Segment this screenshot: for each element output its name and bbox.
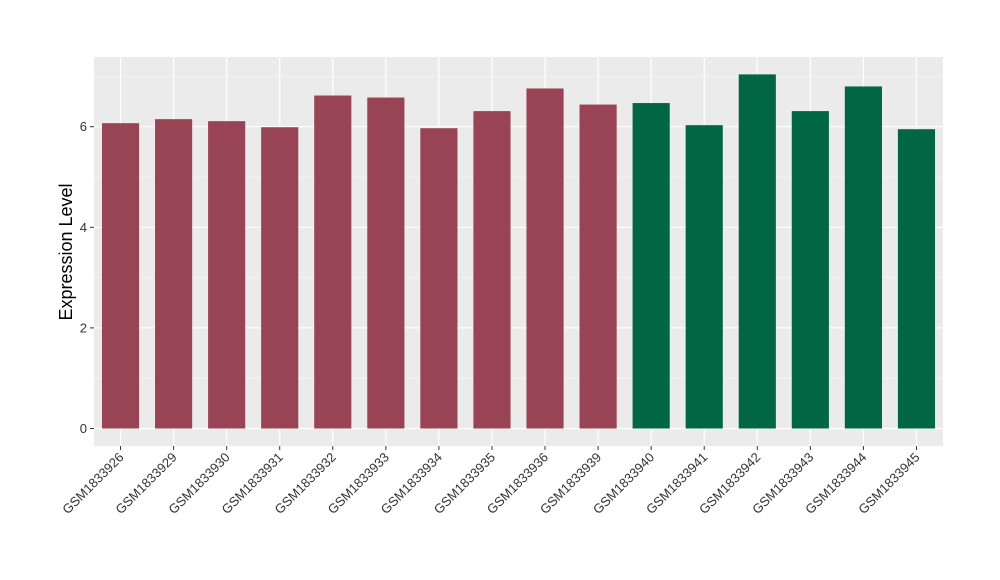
y-tick-label: 0 [80, 421, 87, 436]
bar-GSM1833941 [685, 125, 723, 429]
bar-GSM1833942 [738, 74, 776, 429]
bars [101, 74, 936, 429]
bar-GSM1833944 [844, 86, 882, 429]
bar-GSM1833939 [579, 104, 617, 429]
y-tick-label: 2 [80, 320, 87, 335]
bar-GSM1833931 [261, 127, 299, 429]
y-axis: 0 2 4 6 [80, 119, 94, 436]
bar-GSM1833930 [208, 121, 246, 429]
bar-GSM1833935 [473, 111, 511, 429]
bar-GSM1833945 [897, 129, 936, 429]
y-tick-label: 4 [80, 220, 87, 235]
bar-GSM1833929 [155, 119, 193, 429]
bar-GSM1833933 [367, 97, 405, 429]
bar-GSM1833932 [314, 95, 352, 429]
bar-GSM1833926 [101, 123, 140, 429]
y-axis-label: Expression Level [56, 183, 76, 320]
x-axis: GSM1833926GSM1833929GSM1833930GSM1833931… [59, 446, 923, 517]
bar-GSM1833936 [526, 88, 564, 429]
bar-GSM1833940 [632, 103, 670, 429]
bar-GSM1833934 [420, 128, 458, 429]
y-tick-label: 6 [80, 119, 87, 134]
bar-GSM1833943 [791, 111, 829, 429]
